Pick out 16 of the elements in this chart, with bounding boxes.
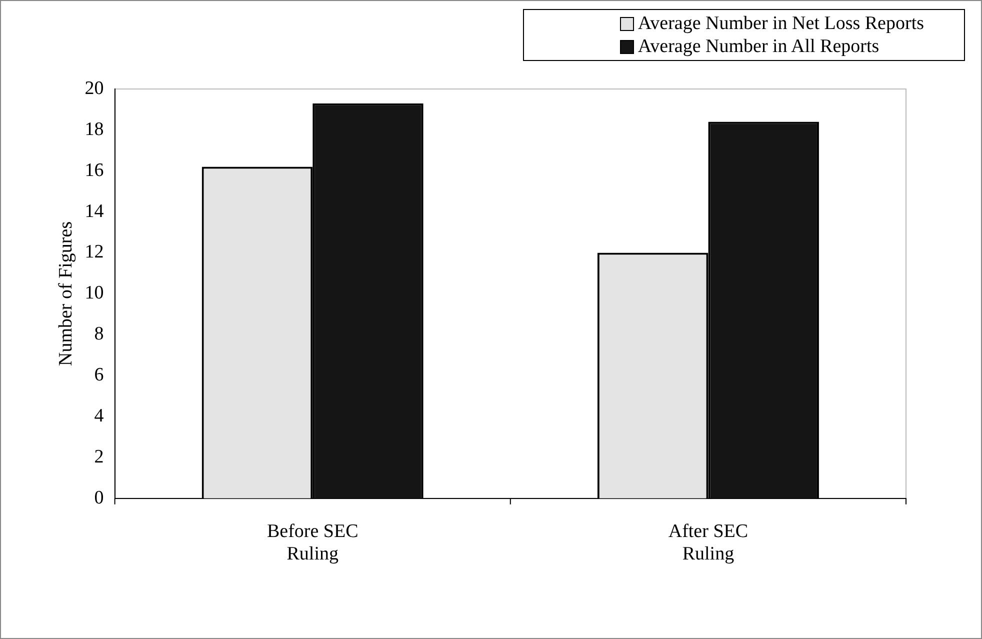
- x-tick-label: Before SEC Ruling: [266, 520, 358, 565]
- legend-label: Average Number in Net Loss Reports: [638, 12, 924, 35]
- y-tick-label: 10: [84, 282, 104, 304]
- y-tick-label: 12: [84, 242, 104, 263]
- y-tick-label: 18: [84, 118, 104, 140]
- y-tick-label: 8: [94, 324, 104, 345]
- y-tick-label: 6: [94, 364, 104, 386]
- y-tick-label: 16: [84, 160, 104, 181]
- y-axis-title: Number of Figures: [55, 221, 76, 366]
- y-tick-label: 20: [84, 78, 104, 99]
- y-tick-label: 4: [94, 406, 104, 427]
- y-tick-label: 2: [94, 446, 104, 468]
- y-tick-label: 0: [94, 487, 104, 508]
- x-tick-label: After SEC Ruling: [668, 520, 748, 565]
- legend-label: Average Number in All Reports: [638, 35, 880, 58]
- y-tick-label: 14: [84, 200, 104, 222]
